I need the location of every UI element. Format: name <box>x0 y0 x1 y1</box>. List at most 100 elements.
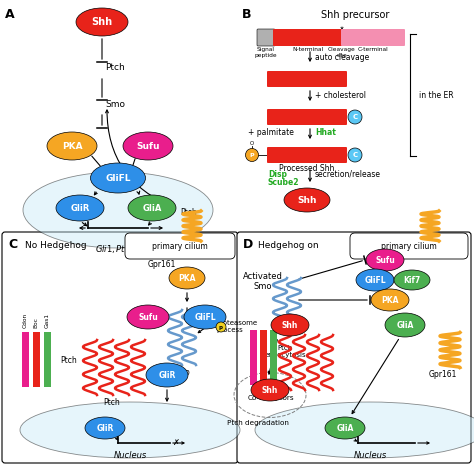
Text: N-terminal: N-terminal <box>292 47 324 52</box>
Ellipse shape <box>271 314 309 336</box>
FancyBboxPatch shape <box>125 233 235 259</box>
Text: Boc: Boc <box>34 317 38 328</box>
Ellipse shape <box>255 402 474 458</box>
Ellipse shape <box>356 269 394 291</box>
Text: Shh: Shh <box>262 385 278 394</box>
Text: Cdon: Cdon <box>22 313 27 328</box>
Text: PKA: PKA <box>178 273 196 283</box>
Text: GliFL: GliFL <box>364 275 386 285</box>
Text: Smo: Smo <box>173 368 191 377</box>
Ellipse shape <box>91 163 146 193</box>
Ellipse shape <box>394 270 430 290</box>
Text: Sufu: Sufu <box>136 141 160 151</box>
Text: PKA: PKA <box>62 141 82 151</box>
Text: Signal
peptide: Signal peptide <box>255 47 277 58</box>
FancyBboxPatch shape <box>350 233 468 259</box>
Ellipse shape <box>371 289 409 311</box>
Text: + cholesterol: + cholesterol <box>315 91 366 100</box>
Text: Activated
Smo: Activated Smo <box>243 272 283 292</box>
Text: No Hedgehog: No Hedgehog <box>25 241 87 250</box>
Ellipse shape <box>146 363 188 387</box>
Text: GliA: GliA <box>337 424 354 432</box>
Ellipse shape <box>128 195 176 221</box>
Text: Co-receptors: Co-receptors <box>248 395 295 401</box>
Text: C: C <box>8 238 17 251</box>
Ellipse shape <box>127 305 169 329</box>
FancyBboxPatch shape <box>237 232 471 463</box>
FancyBboxPatch shape <box>341 29 405 46</box>
Ellipse shape <box>366 249 404 271</box>
Text: primary cilium: primary cilium <box>152 241 208 251</box>
Ellipse shape <box>47 132 97 160</box>
Text: Disp: Disp <box>268 170 287 179</box>
Text: C-terminal: C-terminal <box>357 47 388 52</box>
Bar <box>22 332 29 387</box>
Text: Gas1: Gas1 <box>45 313 49 328</box>
Bar <box>270 330 277 385</box>
Text: Sufu: Sufu <box>138 312 158 321</box>
Text: A: A <box>5 8 15 21</box>
Text: primary cilium: primary cilium <box>381 241 437 251</box>
Text: secretion/release: secretion/release <box>315 170 381 179</box>
Text: Ptch: Ptch <box>60 356 77 365</box>
Text: Hedgehog on: Hedgehog on <box>258 241 319 250</box>
FancyBboxPatch shape <box>273 29 343 46</box>
Text: Ptch: Ptch <box>104 398 120 407</box>
Text: Sufu: Sufu <box>375 255 395 265</box>
Text: Ptch: Ptch <box>180 207 197 217</box>
FancyBboxPatch shape <box>267 71 347 87</box>
Ellipse shape <box>76 8 128 36</box>
Text: Proteasome
process: Proteasome process <box>216 320 257 333</box>
Text: C: C <box>353 152 357 158</box>
Ellipse shape <box>56 195 104 221</box>
Text: Nucleus: Nucleus <box>354 451 387 460</box>
Text: Ptch
endocytosis: Ptch endocytosis <box>264 345 306 358</box>
Ellipse shape <box>169 267 205 289</box>
Ellipse shape <box>348 110 362 124</box>
Text: GliR: GliR <box>70 204 90 213</box>
Text: Processed Shh: Processed Shh <box>279 164 335 173</box>
Text: auto cleavage: auto cleavage <box>315 53 369 61</box>
Text: Nucleus: Nucleus <box>113 451 146 460</box>
Ellipse shape <box>184 305 226 329</box>
Text: p: p <box>219 325 223 330</box>
Text: B: B <box>242 8 252 21</box>
Text: + palmitate: + palmitate <box>248 127 294 137</box>
Text: Gpr161: Gpr161 <box>148 260 176 269</box>
Ellipse shape <box>325 417 365 439</box>
Text: PKA: PKA <box>381 295 399 305</box>
Text: GliR: GliR <box>158 371 176 379</box>
Ellipse shape <box>85 417 125 439</box>
Text: Kif7: Kif7 <box>403 275 420 285</box>
Text: Gpr161: Gpr161 <box>429 370 457 379</box>
Text: O: O <box>250 141 254 146</box>
FancyBboxPatch shape <box>2 232 238 463</box>
Bar <box>260 330 267 385</box>
Bar <box>33 332 40 387</box>
Text: Ptch: Ptch <box>105 64 125 73</box>
Text: Ptch degradation: Ptch degradation <box>227 420 289 426</box>
Text: $\it{Gli1, Ptch1}$: $\it{Gli1, Ptch1}$ <box>95 243 141 255</box>
Text: GliFL: GliFL <box>105 173 131 182</box>
Text: Smo: Smo <box>105 100 125 108</box>
Ellipse shape <box>284 188 330 212</box>
Ellipse shape <box>123 132 173 160</box>
Text: Shh: Shh <box>297 195 317 205</box>
Text: GliA: GliA <box>396 320 414 330</box>
Text: ✗: ✗ <box>173 438 180 446</box>
Ellipse shape <box>348 148 362 162</box>
Text: Shh: Shh <box>282 320 298 330</box>
Bar <box>250 330 257 385</box>
Text: GliR: GliR <box>96 424 114 432</box>
Text: Hhat: Hhat <box>315 127 336 137</box>
FancyBboxPatch shape <box>267 147 347 163</box>
Text: D: D <box>243 238 253 251</box>
Text: in the ER: in the ER <box>419 91 454 100</box>
Text: GliFL: GliFL <box>194 312 216 321</box>
Text: Shh: Shh <box>91 17 112 27</box>
Ellipse shape <box>20 402 240 458</box>
Text: C: C <box>353 114 357 120</box>
Text: Scube2: Scube2 <box>268 178 300 187</box>
Ellipse shape <box>385 313 425 337</box>
Text: Shh precursor: Shh precursor <box>321 10 389 20</box>
